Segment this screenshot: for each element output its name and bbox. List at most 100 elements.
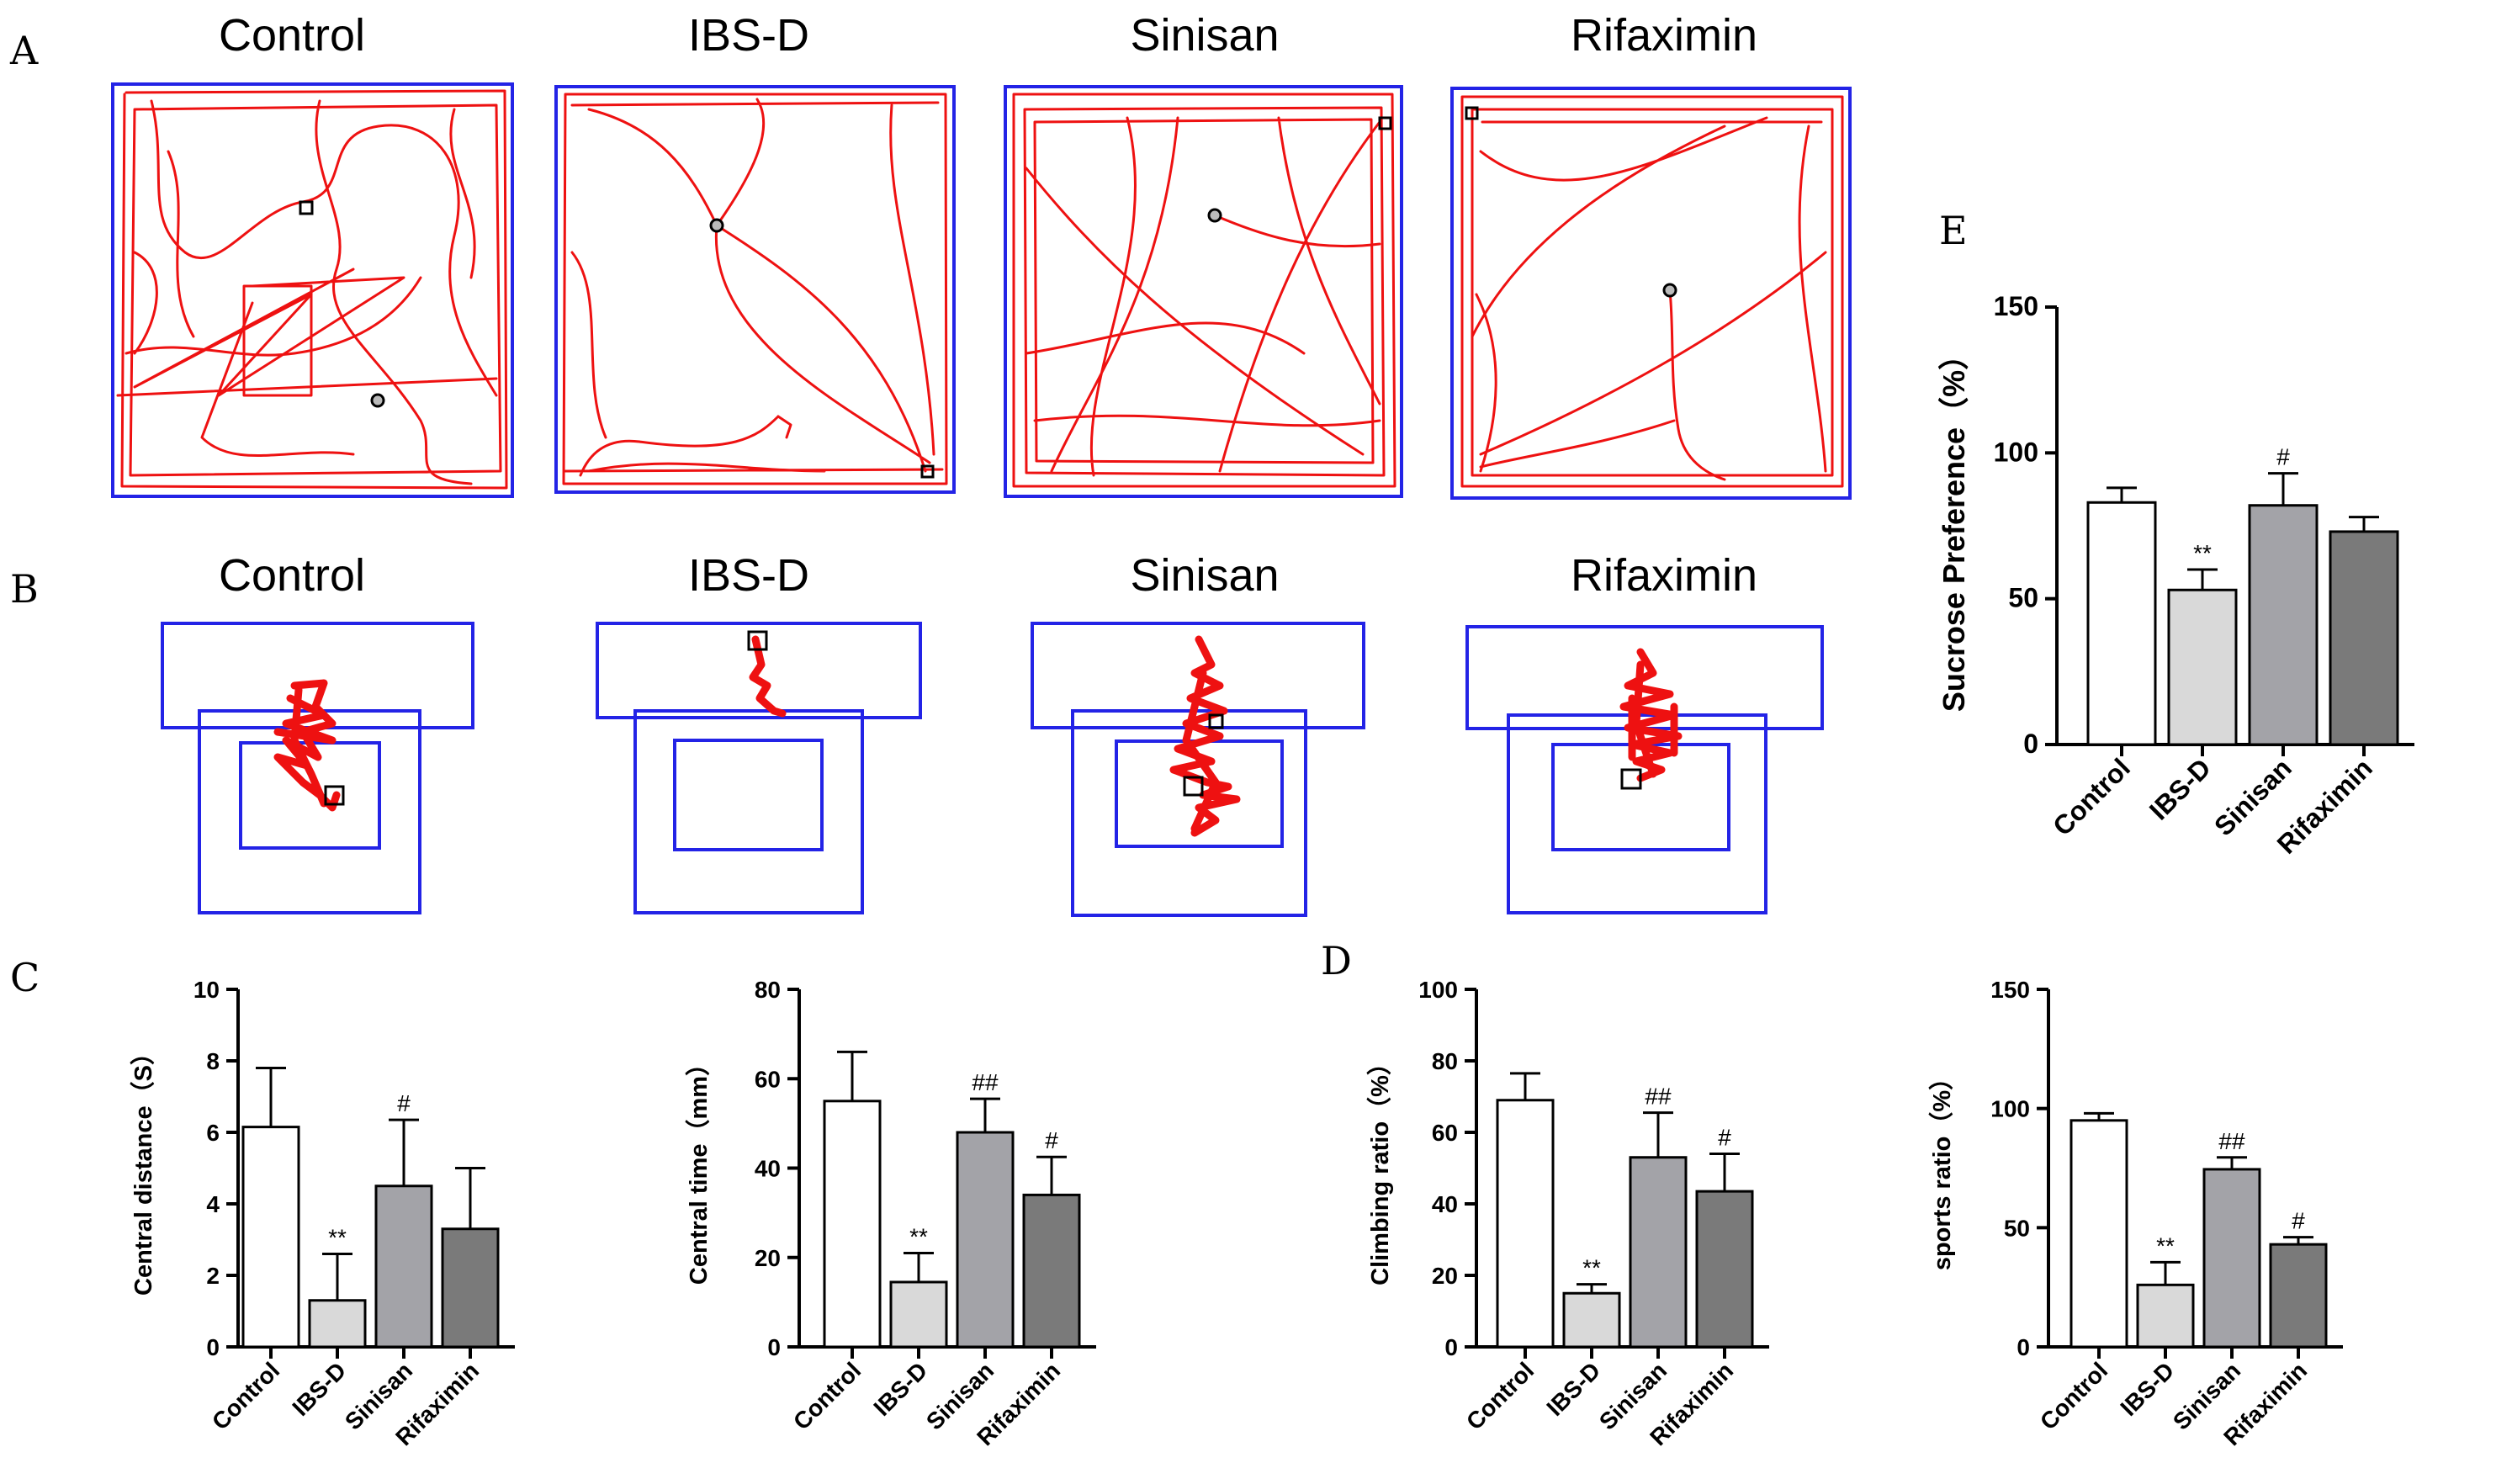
category-label: IBS-D [2115, 1357, 2179, 1421]
bar [1562, 1291, 1621, 1349]
bar [1496, 1099, 1555, 1349]
bar [2248, 504, 2319, 746]
significance-label: ## [972, 1069, 999, 1095]
y-tick-label: 0 [767, 1334, 781, 1360]
y-tick-label: 40 [755, 1156, 781, 1182]
panel-letter-e: E [1939, 208, 1968, 253]
chart-central-time: 0 20 40 60 80 Central time（mm） Control ** IBS-D #… [685, 977, 1096, 1450]
y-axis-label: Central time（mm） [685, 1052, 713, 1285]
track-control [116, 89, 508, 490]
y-axis-label: Central distance（S） [130, 1041, 157, 1296]
significance-label: ## [2218, 1128, 2245, 1154]
track-ibsd [562, 93, 948, 485]
end-marker-ibsd [920, 464, 935, 479]
y-tick-label: 6 [206, 1120, 220, 1146]
y-tick-label: 8 [206, 1048, 220, 1074]
y-tick-label: 0 [206, 1334, 220, 1360]
end-marker-rifaximin [1465, 106, 1479, 120]
category-label: Control [207, 1357, 284, 1434]
significance-label: ** [2156, 1232, 2175, 1259]
bar [2136, 1283, 2195, 1349]
bar [2086, 501, 2157, 746]
inner-box-control [239, 741, 381, 850]
significance-label: # [1718, 1125, 1731, 1151]
marker-b-ibsd [747, 630, 768, 651]
track-b-control [273, 679, 341, 812]
bar [823, 1100, 882, 1349]
track-b-rifaximin [1619, 648, 1683, 782]
track-b-sinisan [1169, 635, 1241, 837]
y-tick-label: 0 [2016, 1334, 2030, 1360]
arena-ibsd [554, 85, 956, 494]
start-marker-control [299, 200, 314, 215]
y-tick-label: 20 [1432, 1263, 1458, 1289]
bar [2167, 588, 2238, 746]
start-marker-ibsd [709, 218, 724, 233]
significance-label: # [1045, 1127, 1058, 1153]
chart-sucrose-preference: 0 50 100 150 Sucrose Preference（%） Control ** I… [1937, 291, 2414, 860]
significance-label: # [2292, 1208, 2305, 1234]
panel-b-title-ibsd: IBS-D [688, 550, 809, 601]
category-label: IBS-D [1541, 1357, 1605, 1421]
significance-label: ## [1645, 1084, 1672, 1110]
bar [441, 1227, 500, 1349]
panel-letter-a: A [9, 28, 39, 73]
panel-b-title-control: Control [219, 550, 365, 601]
panel-b-title-rifaximin: Rifaximin [1571, 550, 1757, 601]
top-box-ibsd [596, 622, 922, 719]
end-marker-sinisan [1378, 116, 1392, 130]
y-tick-label: 60 [755, 1066, 781, 1092]
panel-b-climbing: Control IBS-D Sinisan Rifaximin [161, 550, 1824, 917]
bar [2069, 1119, 2128, 1349]
y-tick-label: 0 [2023, 729, 2038, 759]
bar [1629, 1156, 1688, 1349]
significance-label: ** [909, 1223, 928, 1249]
bar [889, 1280, 948, 1349]
outer-box-sinisan [1071, 709, 1307, 917]
arena-sinisan [1004, 85, 1403, 498]
y-tick-label: 50 [2004, 1215, 2030, 1241]
significance-label: # [2276, 444, 2290, 470]
y-axis-label: Climbing ratio（%） [1366, 1051, 1394, 1285]
panel-letter-b: B [10, 566, 39, 612]
y-tick-label: 10 [193, 977, 220, 1003]
chart-climbing-ratio: 0 20 40 60 80 100 Climbing ratio（%） Control ** IB… [1366, 977, 1769, 1450]
marker-b-sinisan [1183, 776, 1204, 797]
bar [241, 1126, 300, 1349]
y-tick-label: 100 [1418, 977, 1458, 1003]
track-sinisan [1012, 93, 1396, 488]
category-label: IBS-D [868, 1357, 932, 1421]
category-label: Control [2047, 752, 2136, 841]
y-tick-label: 100 [1990, 1096, 2030, 1122]
y-tick-label: 50 [2008, 583, 2038, 613]
y-tick-label: 2 [206, 1263, 220, 1289]
panel-a-title-ibsd: IBS-D [688, 10, 809, 61]
y-tick-label: 40 [1432, 1191, 1458, 1217]
panel-letter-d: D [1321, 938, 1352, 983]
y-tick-label: 60 [1432, 1120, 1458, 1146]
y-axis-label: sports ratio（%） [1928, 1066, 1956, 1270]
significance-label: ** [328, 1225, 347, 1251]
bar [2202, 1168, 2261, 1349]
panel-a-title-rifaximin: Rifaximin [1571, 10, 1757, 61]
category-label: Control [788, 1357, 866, 1434]
category-label: IBS-D [287, 1357, 351, 1421]
outer-box-ibsd [633, 709, 864, 914]
panel-a-open-field: Control IBS-D Sinisan Rifaximin [111, 10, 1852, 500]
marker2-b-sinisan [1208, 713, 1224, 729]
arena-rifaximin [1450, 87, 1852, 500]
category-label: IBS-D [2144, 752, 2217, 825]
inner-box-ibsd [673, 739, 824, 851]
significance-label: ** [2193, 540, 2212, 566]
marker-b-rifaximin [1620, 768, 1642, 790]
bar [1022, 1193, 1081, 1349]
y-tick-label: 4 [206, 1191, 220, 1217]
panel-a-title-control: Control [219, 10, 365, 61]
category-label: Control [2035, 1357, 2112, 1434]
end-marker-control [370, 393, 385, 408]
y-tick-label: 80 [755, 977, 781, 1003]
significance-label: ** [1582, 1255, 1601, 1281]
y-tick-label: 80 [1432, 1048, 1458, 1074]
